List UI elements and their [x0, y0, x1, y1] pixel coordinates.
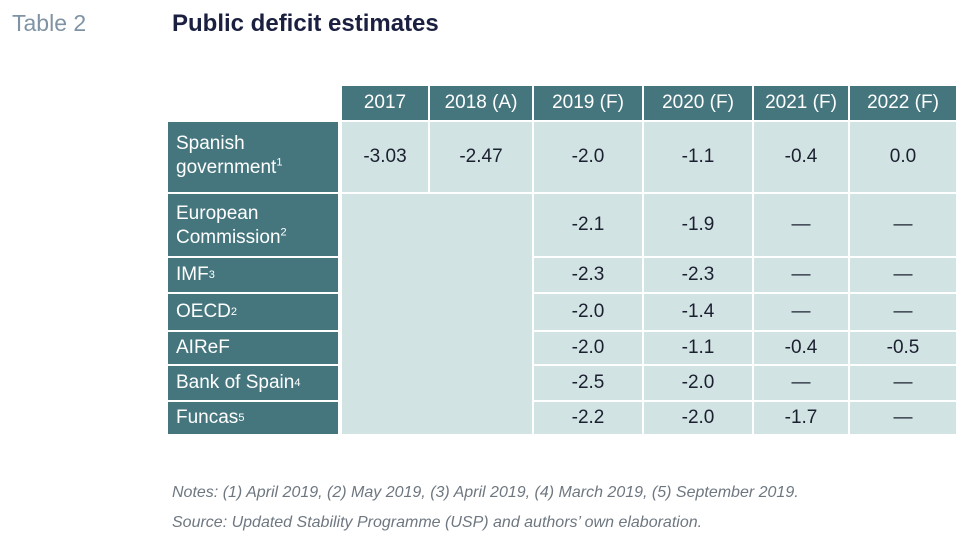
table-notes: Notes: (1) April 2019, (2) May 2019, (3)…	[172, 478, 799, 538]
data-cell: -0.5	[850, 332, 956, 364]
data-cell: -0.4	[754, 332, 848, 364]
data-cell: —	[850, 366, 956, 400]
empty-cell-block	[342, 194, 532, 434]
source-line: Source: Updated Stability Programme (USP…	[172, 514, 703, 531]
data-cell: -2.0	[534, 294, 642, 330]
data-cell: —	[754, 194, 848, 256]
row-label: Funcas	[176, 407, 239, 428]
data-cell: -1.1	[644, 122, 752, 192]
footnote-marker: 2	[280, 226, 287, 239]
data-cell: -2.3	[644, 258, 752, 292]
row-header: Bank of Spain 4	[168, 366, 338, 400]
column-header: 2019 (F)	[534, 86, 642, 120]
data-cell: —	[754, 366, 848, 400]
notes-line: Notes: (1) April 2019, (2) May 2019, (3)…	[172, 484, 799, 501]
data-cell: -3.03	[342, 122, 428, 192]
row-header: OECD 2	[168, 294, 338, 330]
column-header: 2021 (F)	[754, 86, 848, 120]
row-label: Bank of Spain	[176, 372, 295, 393]
data-cell: -2.1	[534, 194, 642, 256]
data-cell: —	[850, 294, 956, 330]
data-cell: -0.4	[754, 122, 848, 192]
column-header: 2018 (A)	[430, 86, 532, 120]
column-header: 2020 (F)	[644, 86, 752, 120]
data-cell: -1.7	[754, 402, 848, 434]
table-title: Public deficit estimates	[172, 10, 439, 37]
row-label: AIReF	[176, 337, 230, 358]
data-cell: —	[850, 402, 956, 434]
data-cell: -2.47	[430, 122, 532, 192]
data-cell: -1.9	[644, 194, 752, 256]
footnote-marker: 1	[276, 156, 283, 169]
row-label: European Commission	[176, 203, 281, 248]
row-header: European Commission2	[168, 194, 338, 256]
deficit-table: 2017 2018 (A) 2019 (F) 2020 (F) 2021 (F) 2022…	[168, 86, 956, 436]
data-cell: —	[850, 194, 956, 256]
column-header: 2022 (F)	[850, 86, 956, 120]
row-header: IMF 3	[168, 258, 338, 292]
data-cell: -2.0	[534, 122, 642, 192]
data-cell: -1.1	[644, 332, 752, 364]
row-label: OECD	[176, 301, 231, 322]
column-header: 2017	[342, 86, 428, 120]
data-cell: —	[754, 294, 848, 330]
data-cell: -2.0	[534, 332, 642, 364]
data-cell: —	[850, 258, 956, 292]
data-cell: 0.0	[850, 122, 956, 192]
row-label: IMF	[176, 264, 209, 285]
data-cell: -2.3	[534, 258, 642, 292]
data-cell: -2.0	[644, 402, 752, 434]
table-label: Table 2	[12, 10, 87, 36]
data-cell: —	[754, 258, 848, 292]
data-cell: -2.5	[534, 366, 642, 400]
row-header: Spanish government1	[168, 122, 338, 192]
data-cell: -2.2	[534, 402, 642, 434]
data-cell: -2.0	[644, 366, 752, 400]
row-label: Spanish government	[176, 133, 277, 178]
data-cell: -1.4	[644, 294, 752, 330]
row-header: AIReF	[168, 332, 338, 364]
row-header: Funcas 5	[168, 402, 338, 434]
